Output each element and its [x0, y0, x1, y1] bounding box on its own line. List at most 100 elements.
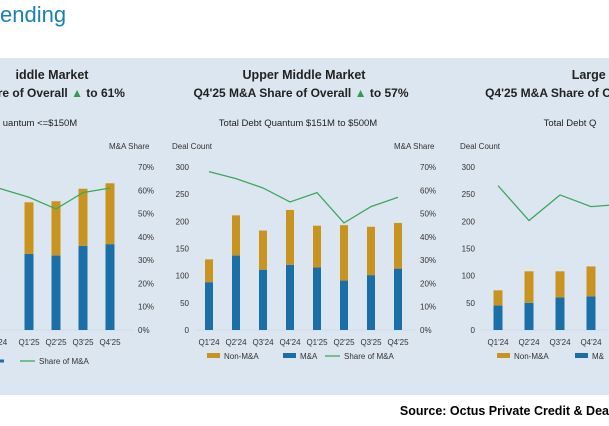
subtitle-change: to 57% [370, 86, 409, 100]
y-axis-label: Deal Count [172, 142, 213, 151]
x-tick-label: Q3'24 [252, 338, 274, 347]
bar-non-ma [78, 188, 88, 246]
up-arrow-icon: ▲ [351, 86, 370, 100]
bar-non-ma [105, 183, 115, 245]
legend-label: Non-M&A [514, 352, 549, 361]
y-tick-label: 250 [176, 190, 190, 199]
bar-non-ma [524, 271, 534, 303]
legend-label: M&A [300, 352, 318, 361]
y-tick-label: 300 [176, 163, 190, 172]
legend-label: M& [592, 352, 605, 361]
bar-ma [340, 280, 348, 330]
y2-tick-label: 60% [420, 186, 436, 195]
x-tick-label: '24 [0, 338, 8, 347]
x-tick-label: Q1'24 [487, 338, 509, 347]
bar-ma [232, 255, 240, 330]
y2-tick-label: 0% [420, 326, 432, 335]
subtitle-text: Q4'25 M&A Share of C [485, 86, 609, 100]
x-tick-label: Q3'25 [360, 338, 382, 347]
x-tick-label: Q2'25 [45, 338, 67, 347]
charts-panel [0, 58, 609, 395]
y-tick-label: 50 [180, 299, 189, 308]
bar-non-ma [259, 230, 267, 270]
y2-tick-label: 10% [138, 303, 154, 312]
bar-non-ma [232, 215, 240, 256]
y-tick-label: 150 [462, 245, 476, 254]
legend-swatch [497, 353, 510, 358]
bar-ma [493, 305, 503, 330]
y-tick-label: 200 [462, 217, 476, 226]
legend-label: Share of M&A [344, 352, 394, 361]
bar-non-ma [555, 271, 565, 298]
subtitle-text: Q4'25 M&A Share of Overall [193, 86, 351, 100]
x-tick-label: Q2'24 [225, 338, 247, 347]
y2-tick-label: 70% [420, 163, 436, 172]
y2-tick-label: 30% [420, 256, 436, 265]
bar-non-ma [313, 225, 321, 268]
source-note: Source: Octus Private Credit & Dea [399, 404, 609, 418]
x-tick-label: Q1'25 [18, 338, 40, 347]
chart-inner-title: Total Debt Q [544, 118, 597, 129]
chart-inner-title: Total Debt Quantum $151M to $500M [219, 118, 378, 129]
y2-tick-label: 50% [138, 210, 154, 219]
bar-ma [394, 268, 402, 330]
y-tick-label: 0 [471, 326, 476, 335]
subtitle-change: to 61% [86, 86, 125, 100]
bar-ma [51, 255, 61, 330]
x-tick-label: Q1'24 [198, 338, 220, 347]
y2-tick-label: 60% [138, 186, 154, 195]
y-tick-label: 300 [462, 163, 476, 172]
x-tick-label: Q4'25 [387, 338, 409, 347]
legend-label: Non-M&A [224, 352, 259, 361]
bar-non-ma [340, 225, 348, 281]
legend-label: Share of M&A [39, 357, 89, 366]
up-arrow-icon: ▲ [68, 86, 87, 100]
bar-ma [205, 282, 213, 330]
x-tick-label: Q3'24 [549, 338, 571, 347]
bar-non-ma [51, 201, 61, 256]
y-tick-label: 150 [176, 245, 190, 254]
bar-ma [24, 253, 34, 330]
x-tick-label: Q4'25 [99, 338, 121, 347]
y-tick-label: 100 [176, 272, 190, 281]
bar-non-ma [286, 209, 294, 265]
legend-swatch [575, 353, 588, 358]
bar-ma [105, 244, 115, 330]
bar-ma [367, 275, 375, 330]
legend-swatch [207, 353, 220, 358]
y-tick-label: 200 [176, 217, 190, 226]
chart-inner-title: uantum <=$150M [3, 118, 78, 129]
y2-axis-label: M&A Share [109, 142, 150, 151]
y2-tick-label: 0% [138, 326, 150, 335]
x-tick-label: Q3'25 [72, 338, 94, 347]
y2-tick-label: 20% [138, 279, 154, 288]
bar-ma [78, 245, 88, 330]
y-tick-label: 250 [462, 190, 476, 199]
x-tick-label: Q2'25 [333, 338, 355, 347]
bar-non-ma [586, 266, 596, 297]
share-of-ma-line [497, 185, 609, 222]
y2-tick-label: 70% [138, 163, 154, 172]
bar-ma [555, 297, 565, 330]
y-tick-label: 100 [462, 272, 476, 281]
bar-non-ma [394, 222, 402, 269]
bar-non-ma [205, 259, 213, 283]
legend-swatch [283, 353, 296, 358]
y-axis-label: Deal Count [460, 142, 501, 151]
bar-ma [586, 296, 596, 330]
y2-tick-label: 50% [420, 210, 436, 219]
y2-tick-label: 30% [138, 256, 154, 265]
y-tick-label: 0 [185, 326, 190, 335]
x-tick-label: Q2'24 [518, 338, 540, 347]
y2-tick-label: 40% [420, 233, 436, 242]
share-of-ma-line [208, 171, 399, 224]
share-of-ma-line [0, 187, 111, 210]
chart-title: Upper Middle Market [243, 68, 367, 82]
chart-title: iddle Market [16, 68, 90, 82]
bar-ma [524, 302, 534, 330]
y2-tick-label: 40% [138, 233, 154, 242]
bar-non-ma [24, 202, 34, 254]
bar-ma [313, 267, 321, 330]
y2-tick-label: 10% [420, 303, 436, 312]
x-tick-label: Q4'24 [580, 338, 602, 347]
